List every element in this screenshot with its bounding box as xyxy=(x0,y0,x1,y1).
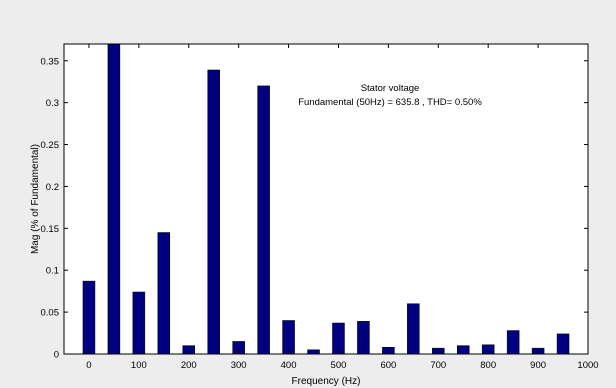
bar-350hz xyxy=(257,85,270,355)
y-tick-label: 0.05 xyxy=(41,308,60,319)
bar-group xyxy=(82,43,570,355)
y-tick-label: 0.35 xyxy=(41,56,60,67)
x-tick-label: 600 xyxy=(380,360,396,371)
y-tick-label: 0.2 xyxy=(46,182,59,193)
y-tick-label: 0.25 xyxy=(41,140,60,151)
bar-100hz xyxy=(132,291,146,355)
bar-950hz xyxy=(556,333,570,355)
bar-550hz xyxy=(357,321,370,355)
x-tick-label: 900 xyxy=(530,360,546,371)
annotation-line-2: Fundamental (50Hz) = 635.8 , THD= 0.50% xyxy=(298,97,482,108)
x-tick-label: 0 xyxy=(86,360,91,371)
x-tick-label: 1000 xyxy=(577,360,598,371)
y-tick-label: 0.1 xyxy=(46,266,59,277)
bar-450hz xyxy=(307,349,320,355)
bar-250hz xyxy=(207,69,220,355)
y-tick-label: 0.15 xyxy=(41,224,60,235)
plot-area xyxy=(64,44,588,354)
x-tick-label: 500 xyxy=(331,360,347,371)
bar-500hz xyxy=(332,322,345,355)
x-tick-group: 0 100 200 300 400 500 600 700 800 900 1000 xyxy=(86,44,599,371)
bar-0hz xyxy=(82,280,96,355)
x-tick-label: 800 xyxy=(480,360,496,371)
x-tick-label: 300 xyxy=(231,360,247,371)
x-tick-label: 700 xyxy=(430,360,446,371)
x-tick-label: 400 xyxy=(281,360,297,371)
bar-400hz xyxy=(282,320,295,355)
bar-850hz xyxy=(506,330,520,355)
x-tick-label: 100 xyxy=(131,360,147,371)
bar-750hz xyxy=(456,345,470,355)
plot-frame xyxy=(63,43,589,355)
bar-50hz xyxy=(107,43,121,355)
bar-150hz xyxy=(157,232,171,355)
bar-650hz xyxy=(407,303,420,355)
y-tick-label: 0.3 xyxy=(46,98,59,109)
y-axis-label: Mag (% of Fundamental) xyxy=(30,144,41,254)
y-tick-group: 0 0.05 0.1 0.15 0.2 0.25 0.3 0.35 xyxy=(41,56,588,361)
x-axis-label: Frequency (Hz) xyxy=(292,376,361,387)
annotation-line-1: Stator voltage xyxy=(361,83,420,94)
x-tick-label: 200 xyxy=(181,360,197,371)
y-tick-label: 0 xyxy=(54,350,59,361)
